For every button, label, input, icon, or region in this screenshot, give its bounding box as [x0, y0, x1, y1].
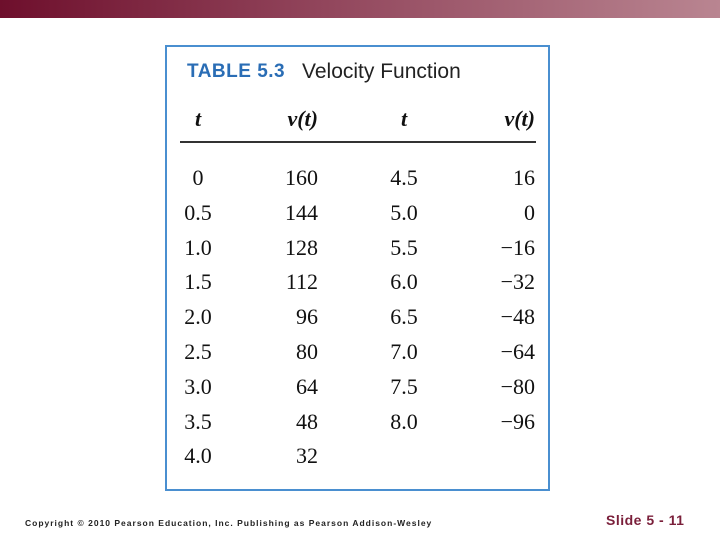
table-cell: 80: [296, 339, 318, 364]
header-bar: [0, 0, 720, 18]
column-header: t: [400, 106, 408, 131]
table-cell: 160: [285, 165, 318, 190]
table-cell: 5.0: [390, 199, 418, 225]
table-cell: 8.0: [390, 408, 418, 434]
table-cell: 64: [296, 373, 318, 399]
table-cell: 112: [285, 269, 318, 295]
table-frame: [165, 45, 550, 491]
table-cell: 1.0: [184, 234, 212, 260]
table-cell: −16: [500, 234, 535, 260]
table-cell: 3.0: [184, 373, 212, 399]
copyright: Copyright © 2010 Pearson Education, Inc.…: [25, 518, 433, 528]
column-header: v(t): [287, 106, 318, 131]
table-cell: 128: [285, 234, 318, 260]
slide-number: Slide 5 - 11: [606, 512, 685, 528]
table-cell: 2.5: [184, 339, 212, 364]
table-cell: −80: [500, 373, 535, 399]
table-cell: 7.5: [390, 373, 418, 399]
table-cell: 5.5: [390, 234, 418, 260]
table-cell: −48: [500, 304, 535, 330]
column-header: v(t): [504, 106, 535, 131]
table-cell: −96: [500, 408, 535, 434]
table-cell: −64: [500, 339, 535, 364]
table-cell: 96: [296, 304, 318, 330]
table-cell: 0: [524, 199, 535, 225]
table-cell: 2.0: [184, 304, 212, 330]
table-cell: 4.0: [184, 443, 212, 469]
table-cell: 3.5: [184, 408, 212, 434]
table-cell: 4.5: [390, 165, 418, 190]
table-cell: 0: [192, 165, 204, 190]
table-cell: 32: [296, 443, 318, 469]
table-title: Velocity Function: [302, 60, 461, 83]
column-header: t: [194, 106, 202, 131]
table-cell: 7.0: [390, 339, 418, 364]
table-cell: 6.0: [390, 269, 418, 295]
table-label: TABLE 5.3: [187, 61, 286, 82]
table-cell: 6.5: [390, 304, 418, 330]
table-cell: −32: [500, 269, 535, 295]
header-rule: [180, 141, 536, 143]
table-cell: 16: [513, 165, 535, 190]
table-cell: 0.5: [184, 199, 212, 225]
table-cell: 144: [285, 199, 318, 225]
table-cell: 48: [296, 408, 318, 434]
table-cell: 1.5: [184, 269, 212, 295]
